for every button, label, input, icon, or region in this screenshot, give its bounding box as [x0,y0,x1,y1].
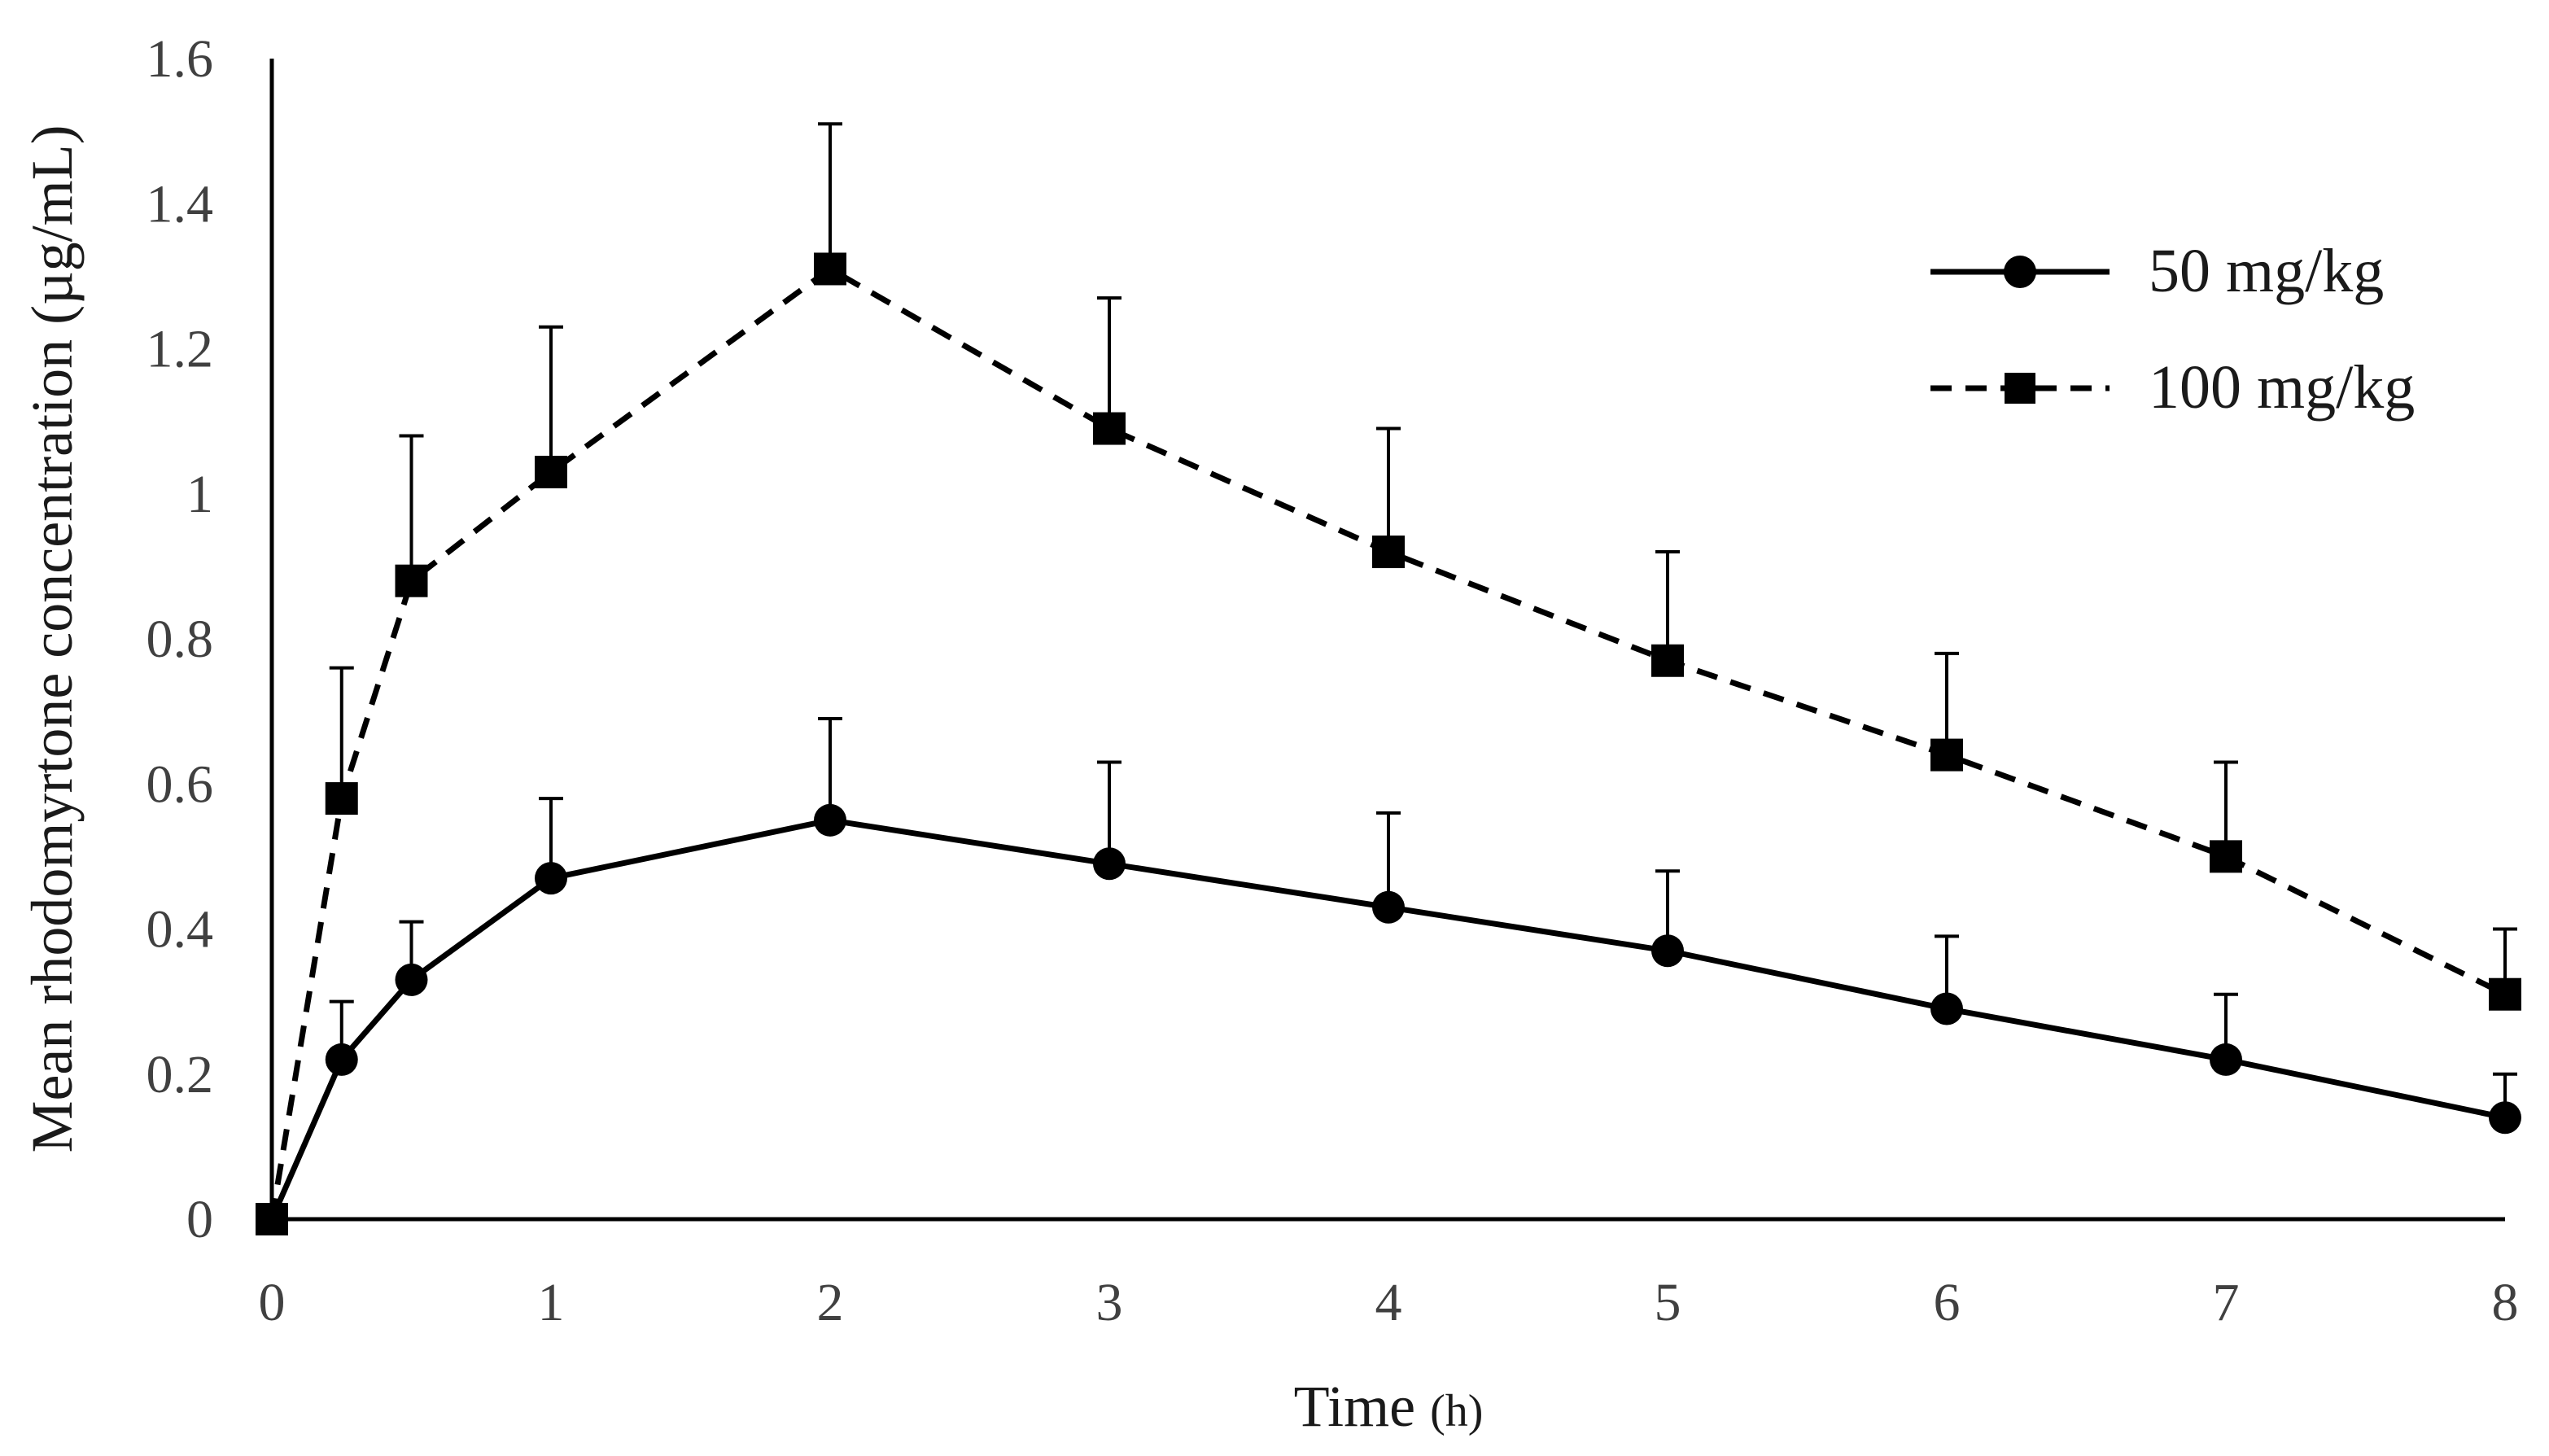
point-100 [1930,738,1963,772]
x-tick-label: 5 [1655,1273,1681,1332]
x-tick-label: 6 [1934,1273,1961,1332]
y-tick-label: 1.6 [146,29,214,89]
legend-label-100: 100 mg/kg [2149,353,2415,422]
point-100 [395,564,428,597]
legend-label-50: 50 mg/kg [2149,237,2384,305]
point-50 [1930,992,1963,1025]
y-tick-label: 1 [186,465,213,524]
x-axis-unit: (h) [1430,1386,1483,1436]
y-tick-label: 1.2 [146,320,214,379]
x-tick-label: 1 [538,1273,565,1332]
x-tick-label: 0 [259,1273,286,1332]
point-100 [1372,536,1405,569]
point-100 [535,456,567,489]
error-bars [329,122,2517,1118]
point-100 [1093,412,1126,445]
y-tick-label: 0.2 [146,1045,214,1104]
point-50 [1093,847,1126,881]
legend-marker-square [2005,373,2035,404]
point-100 [1651,644,1684,677]
point-100 [814,252,846,286]
legend: 50 mg/kg 100 mg/kg [1930,237,2415,422]
x-tick-labels: 0 1 2 3 4 5 6 7 8 [259,1273,2519,1332]
point-100 [325,782,358,815]
x-axis-title: Time (h) [1294,1374,1484,1439]
x-axis-title-text: Time [1294,1374,1415,1439]
y-tick-labels: 0 0.2 0.4 0.6 0.8 1 1.2 1.4 1.6 [146,29,214,1249]
series-markers [256,252,2521,1235]
point-50 [2210,1043,2242,1076]
y-tick-label: 0.4 [146,900,214,960]
x-tick-label: 3 [1096,1273,1123,1332]
y-tick-label: 0 [186,1190,213,1249]
y-tick-label: 0.8 [146,610,214,669]
point-50 [395,963,428,996]
point-100 [2210,840,2242,873]
point-50 [325,1043,358,1076]
y-tick-label: 1.4 [146,174,214,234]
point-50 [1372,890,1405,924]
point-50 [1651,934,1684,968]
point-100 [2489,977,2521,1011]
y-tick-label: 0.6 [146,754,214,814]
x-tick-label: 2 [817,1273,844,1332]
y-axis-title: Mean rhodomyrtone concentration (µg/mL) [20,125,85,1152]
point-50 [2489,1101,2521,1135]
x-tick-label: 8 [2492,1273,2519,1332]
x-tick-label: 4 [1375,1273,1402,1332]
legend-marker-circle [2004,256,2036,288]
point-50 [535,862,567,895]
series-line-100 [269,265,2507,1220]
point-100 [256,1203,288,1235]
x-tick-label: 7 [2213,1273,2240,1332]
point-50 [814,803,846,837]
